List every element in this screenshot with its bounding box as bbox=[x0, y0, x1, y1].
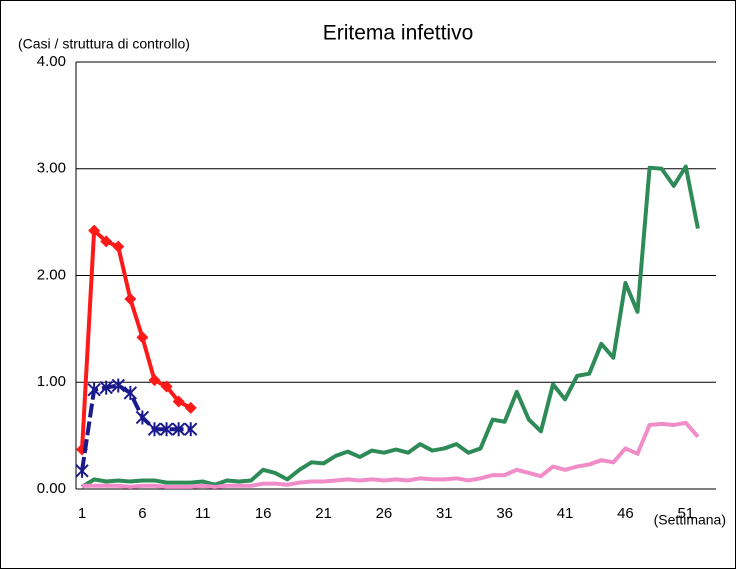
x-axis-title: (Settimana) bbox=[654, 512, 726, 528]
x-tick-label: 26 bbox=[376, 505, 393, 522]
x-tick-label: 36 bbox=[496, 505, 513, 522]
y-tick-label: 2.00 bbox=[37, 266, 66, 283]
marker bbox=[99, 380, 113, 395]
chart-title: Eritema infettivo bbox=[323, 22, 474, 45]
marker bbox=[172, 395, 185, 408]
marker bbox=[160, 380, 173, 393]
series-line bbox=[80, 228, 192, 450]
x-tick-label: 41 bbox=[557, 505, 574, 522]
series-line bbox=[80, 164, 700, 489]
marker bbox=[123, 385, 138, 400]
marker bbox=[111, 378, 125, 393]
marker bbox=[136, 331, 149, 344]
marker bbox=[184, 422, 198, 437]
x-tick-label: 11 bbox=[195, 505, 211, 522]
y-tick-label: 0.00 bbox=[37, 480, 66, 497]
y-axis-title: (Casi / struttura di controllo) bbox=[18, 36, 190, 52]
marker bbox=[148, 374, 161, 387]
marker bbox=[171, 422, 186, 437]
x-tick-label: 6 bbox=[138, 505, 146, 522]
y-tick-label: 4.00 bbox=[37, 53, 66, 70]
marker bbox=[87, 382, 101, 397]
x-tick-label: 1 bbox=[78, 505, 86, 522]
y-tick-label: 3.00 bbox=[37, 160, 66, 177]
marker bbox=[88, 224, 101, 237]
y-tick-label: 1.00 bbox=[37, 373, 66, 390]
x-tick-label: 21 bbox=[315, 505, 332, 522]
marker bbox=[100, 235, 113, 248]
x-tick-label: 51 bbox=[677, 505, 694, 522]
x-tick-label: 31 bbox=[436, 505, 453, 522]
marker bbox=[124, 292, 137, 305]
marker bbox=[159, 422, 174, 437]
x-tick-label: 46 bbox=[617, 505, 634, 522]
marker bbox=[112, 240, 125, 253]
marker bbox=[135, 410, 150, 425]
series-line bbox=[82, 420, 700, 489]
marker bbox=[75, 463, 89, 478]
marker bbox=[184, 401, 197, 414]
marker bbox=[147, 422, 162, 437]
series-line bbox=[80, 383, 191, 472]
x-tick-label: 16 bbox=[255, 505, 272, 522]
